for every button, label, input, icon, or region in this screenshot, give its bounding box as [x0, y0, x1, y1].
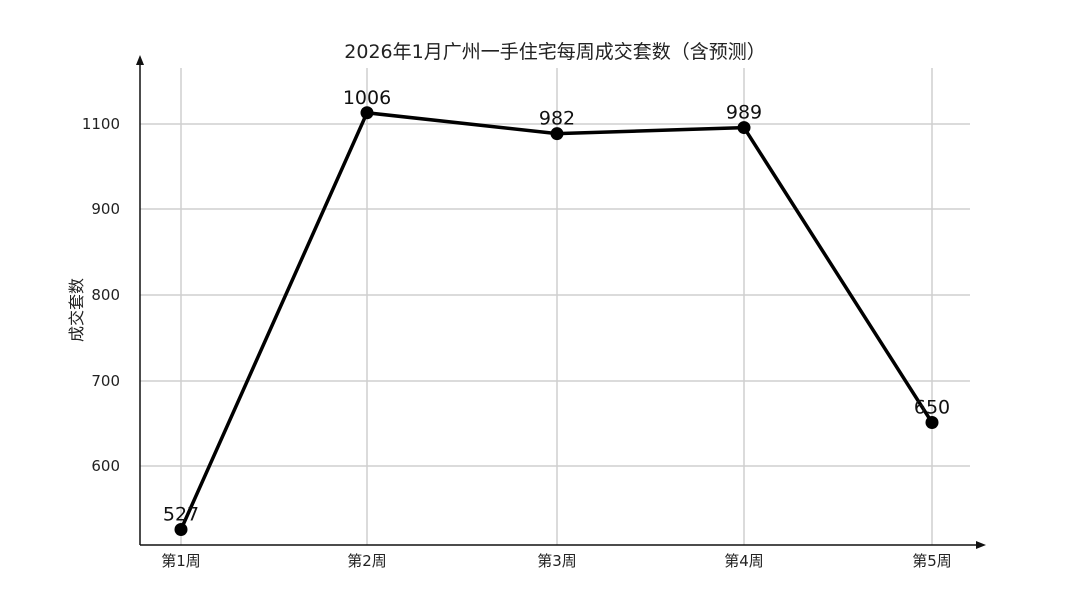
data-point [550, 127, 564, 141]
y-tick-label: 900 [91, 200, 120, 218]
data-point [925, 416, 939, 429]
y-tick-label: 600 [91, 457, 120, 475]
x-tick-label: 第1周 [161, 552, 201, 570]
x-tick-label: 第3周 [537, 552, 577, 570]
x-tick-label: 第2周 [347, 552, 387, 570]
x-axis-arrow [976, 541, 986, 549]
chart-title: 2026年1月广州一手住宅每周成交套数（含预测） [344, 41, 765, 63]
x-tick-label: 第5周 [912, 552, 952, 570]
axes [136, 55, 986, 549]
y-axis-label: 成交套数 [67, 278, 86, 342]
y-tick-label: 800 [91, 286, 120, 304]
data-label: 527 [163, 504, 199, 526]
data-label: 982 [539, 108, 575, 130]
y-axis-arrow [136, 55, 144, 65]
grid [140, 68, 970, 545]
data-label: 650 [914, 397, 950, 419]
data-label: 989 [726, 102, 762, 124]
y-tick-label: 700 [91, 372, 120, 390]
y-tick-label: 1100 [82, 115, 120, 133]
data-point [174, 523, 188, 537]
data-label: 1006 [343, 87, 391, 109]
x-tick-label: 第4周 [724, 552, 764, 570]
data-point [737, 121, 751, 135]
data-point [360, 106, 374, 120]
